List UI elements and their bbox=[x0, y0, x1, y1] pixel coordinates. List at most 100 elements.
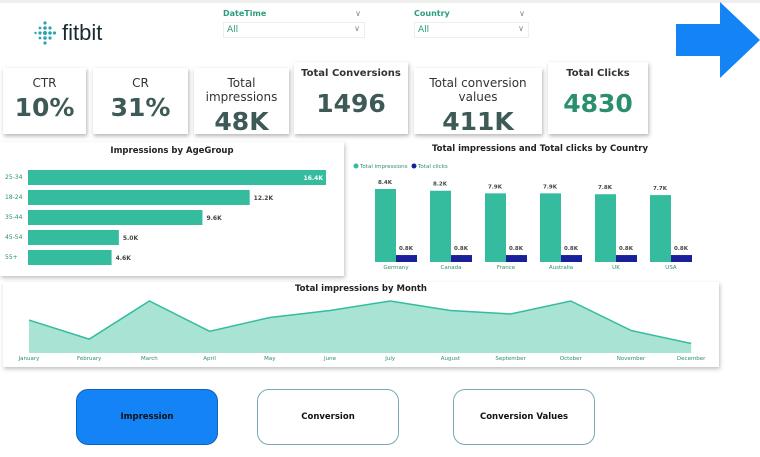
kpi-cr: CR 31% bbox=[93, 68, 188, 134]
area-fill bbox=[29, 301, 692, 353]
kpi-total-conversions: Total Conversions 1496 bbox=[294, 62, 408, 134]
chevron-down-icon: ∨ bbox=[354, 24, 360, 33]
bar-clicks bbox=[396, 255, 417, 262]
data-label: 0.8K bbox=[619, 246, 634, 252]
axis-tick-label: Germany bbox=[383, 265, 409, 271]
data-label: 5.0K bbox=[123, 235, 139, 242]
bar-clicks bbox=[561, 255, 582, 262]
bar-clicks bbox=[616, 255, 637, 262]
kpi-value: 31% bbox=[110, 93, 171, 122]
kpi-value: 48K bbox=[214, 107, 269, 136]
button-label: Conversion Values bbox=[479, 412, 569, 422]
axis-tick-label: March bbox=[141, 356, 158, 362]
bar bbox=[28, 170, 326, 185]
axis-tick-label: 18-24 bbox=[5, 194, 23, 201]
slicer-value: All bbox=[418, 25, 430, 35]
axis-tick-label: July bbox=[384, 356, 396, 362]
kpi-total-clicks: Total Clicks 4830 bbox=[548, 62, 648, 134]
country-dropdown[interactable]: All ∨ bbox=[414, 22, 529, 38]
arrow-right-icon[interactable] bbox=[676, 2, 760, 78]
conversion-values-button[interactable]: Conversion Values bbox=[453, 389, 595, 445]
bar bbox=[28, 230, 119, 245]
legend-marker bbox=[353, 163, 359, 169]
data-label: 12.2K bbox=[254, 195, 274, 202]
chevron-down-icon: ∨ bbox=[518, 24, 524, 33]
kpi-title: CTR bbox=[32, 76, 57, 90]
data-label: 0.8K bbox=[509, 246, 524, 252]
datetime-slicer[interactable]: DateTime ∨ All ∨ bbox=[223, 9, 365, 38]
legend-marker bbox=[411, 163, 417, 169]
chevron-down-icon[interactable]: ∨ bbox=[519, 9, 525, 18]
axis-tick-label: June bbox=[323, 356, 337, 362]
legend-label: Total clicks bbox=[417, 164, 448, 170]
kpi-title: Total Clicks bbox=[566, 68, 630, 79]
data-label: 16.4K bbox=[304, 175, 324, 182]
data-label: 4.6K bbox=[116, 255, 132, 262]
impression-button[interactable]: Impression bbox=[76, 389, 218, 445]
bar-clicks bbox=[506, 255, 527, 262]
country-chart: Total impressions and Total clicks by Co… bbox=[350, 142, 730, 274]
kpi-title: CR bbox=[132, 76, 149, 90]
axis-tick-label: Australia bbox=[549, 265, 573, 271]
kpi-title: Total conversion values bbox=[429, 76, 527, 104]
kpi-value: 411K bbox=[442, 107, 514, 136]
kpi-title: Total Conversions bbox=[301, 68, 401, 79]
chart-title: Total impressions by Month bbox=[295, 284, 427, 294]
bar bbox=[28, 210, 203, 225]
area-line bbox=[28, 300, 692, 345]
data-label: 7.9K bbox=[543, 184, 558, 190]
slicer-label: DateTime bbox=[223, 9, 267, 18]
bar-clicks bbox=[671, 255, 692, 262]
data-label: 7.9K bbox=[488, 184, 503, 190]
button-label: Conversion bbox=[301, 412, 355, 422]
bar-impressions bbox=[540, 193, 561, 262]
bar-impressions bbox=[430, 190, 451, 262]
bar-clicks bbox=[451, 255, 472, 262]
axis-tick-label: September bbox=[495, 356, 526, 362]
country-slicer[interactable]: Country ∨ All ∨ bbox=[414, 9, 529, 38]
chart-title: Total impressions and Total clicks by Co… bbox=[431, 144, 649, 154]
kpi-total-impressions: Total impressions 48K bbox=[194, 68, 289, 136]
axis-tick-label: October bbox=[560, 356, 583, 362]
data-label: 0.8K bbox=[399, 246, 414, 252]
axis-tick-label: May bbox=[264, 356, 276, 362]
axis-tick-label: 45-54 bbox=[5, 234, 23, 241]
bar bbox=[28, 250, 112, 265]
axis-tick-label: April bbox=[203, 356, 216, 362]
bar-impressions bbox=[485, 193, 506, 262]
axis-tick-label: January bbox=[18, 356, 41, 362]
age-group-chart: Impressions by AgeGroup 25-34 16.4K 18-24 1… bbox=[0, 142, 344, 276]
axis-tick-label: UK bbox=[612, 265, 620, 271]
data-label: 0.8K bbox=[564, 246, 579, 252]
fitbit-logo-icon bbox=[34, 21, 56, 45]
bar-impressions bbox=[595, 194, 616, 262]
data-label: 7.7K bbox=[653, 186, 668, 192]
axis-tick-label: France bbox=[497, 265, 516, 271]
chevron-down-icon[interactable]: ∨ bbox=[355, 9, 361, 18]
data-label: 7.8K bbox=[598, 185, 613, 191]
data-label: 8.4K bbox=[378, 180, 393, 186]
data-label: 8.2K bbox=[433, 182, 448, 188]
axis-tick-label: 35-44 bbox=[5, 214, 23, 221]
axis-tick-label: December bbox=[677, 356, 706, 362]
bar-impressions bbox=[375, 189, 396, 262]
axis-tick-label: Canada bbox=[441, 265, 462, 271]
legend-label: Total impressions bbox=[359, 164, 408, 170]
month-chart: Total impressions by Month January Februa… bbox=[3, 282, 719, 367]
axis-tick-label: February bbox=[77, 356, 102, 362]
kpi-title: Total impressions bbox=[205, 76, 278, 104]
top-border bbox=[0, 0, 760, 3]
datetime-dropdown[interactable]: All ∨ bbox=[223, 22, 365, 38]
bar-impressions bbox=[650, 195, 671, 262]
kpi-value: 4830 bbox=[563, 89, 633, 118]
axis-tick-label: August bbox=[441, 356, 461, 362]
slicer-value: All bbox=[227, 25, 239, 35]
slicer-label: Country bbox=[414, 9, 450, 18]
data-label: 0.8K bbox=[454, 246, 469, 252]
axis-tick-label: USA bbox=[665, 265, 677, 271]
axis-tick-label: 25-34 bbox=[5, 174, 23, 181]
bar bbox=[28, 190, 250, 205]
data-label: 9.6K bbox=[206, 215, 222, 222]
conversion-button[interactable]: Conversion bbox=[257, 389, 399, 445]
axis-tick-label: 55+ bbox=[5, 254, 18, 261]
